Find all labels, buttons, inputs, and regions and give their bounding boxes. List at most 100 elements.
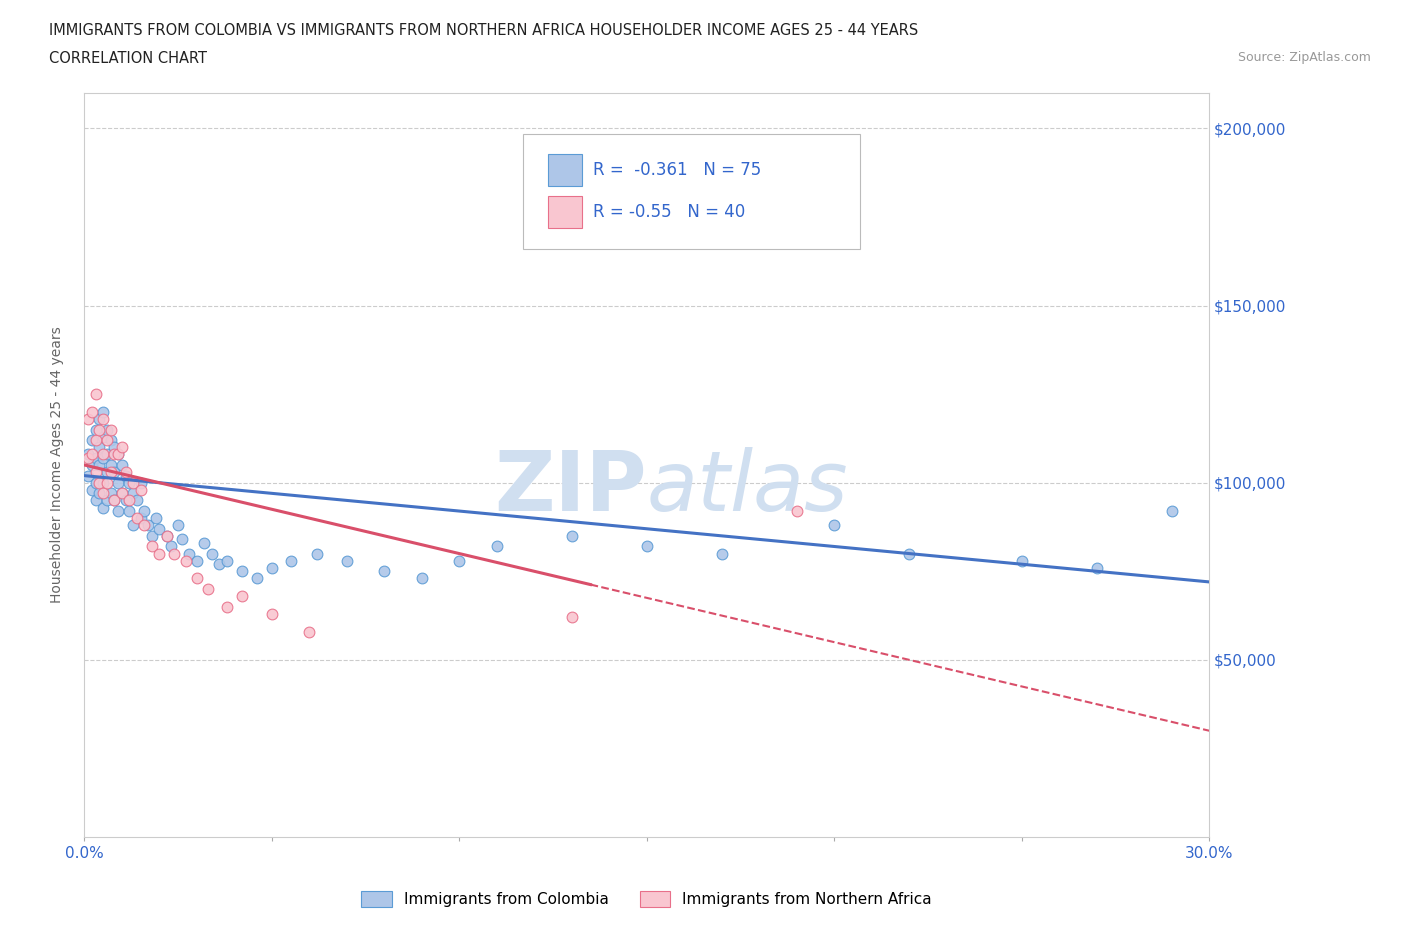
Point — [125, 511, 148, 525]
Point — [91, 447, 114, 462]
Point — [84, 387, 107, 402]
Point — [96, 432, 118, 447]
Point — [114, 468, 136, 483]
Point — [336, 553, 359, 568]
Text: Source: ZipAtlas.com: Source: ZipAtlas.com — [1237, 51, 1371, 64]
Point — [91, 450, 114, 465]
Point — [231, 564, 253, 578]
Point — [84, 422, 107, 437]
Point — [89, 458, 111, 472]
Text: IMMIGRANTS FROM COLOMBIA VS IMMIGRANTS FROM NORTHERN AFRICA HOUSEHOLDER INCOME A: IMMIGRANTS FROM COLOMBIA VS IMMIGRANTS F… — [49, 23, 918, 38]
Point — [107, 504, 129, 519]
Text: R = -0.55   N = 40: R = -0.55 N = 40 — [593, 203, 745, 221]
Point — [898, 546, 921, 561]
Point — [100, 465, 122, 480]
Point — [84, 475, 107, 490]
Point — [136, 518, 159, 533]
Point — [1085, 560, 1108, 575]
Point — [84, 465, 107, 480]
Point — [186, 553, 208, 568]
Point — [215, 599, 238, 614]
Point — [89, 440, 111, 455]
Point — [122, 475, 145, 490]
Point — [129, 475, 152, 490]
Point — [114, 493, 136, 508]
Point — [80, 458, 103, 472]
Point — [280, 553, 302, 568]
Point — [107, 447, 129, 462]
Point — [786, 504, 808, 519]
Point — [100, 422, 122, 437]
Point — [89, 422, 111, 437]
Point — [246, 571, 269, 586]
Point — [201, 546, 224, 561]
Point — [298, 624, 321, 639]
Point — [80, 447, 103, 462]
Point — [561, 610, 583, 625]
Point — [156, 528, 179, 543]
Point — [260, 560, 283, 575]
Text: CORRELATION CHART: CORRELATION CHART — [49, 51, 207, 66]
Point — [148, 522, 170, 537]
Point — [91, 485, 114, 500]
Point — [114, 465, 136, 480]
Point — [118, 475, 141, 490]
Point — [145, 511, 167, 525]
Point — [148, 546, 170, 561]
Point — [107, 447, 129, 462]
FancyBboxPatch shape — [523, 134, 860, 249]
Point — [170, 532, 193, 547]
Point — [100, 458, 122, 472]
Point — [122, 518, 145, 533]
Point — [80, 405, 103, 419]
Point — [373, 564, 395, 578]
Point — [260, 606, 283, 621]
Point — [80, 432, 103, 447]
Point — [96, 493, 118, 508]
Point — [134, 518, 156, 533]
Point — [159, 539, 181, 554]
Point — [77, 450, 100, 465]
Legend: Immigrants from Colombia, Immigrants from Northern Africa: Immigrants from Colombia, Immigrants fro… — [356, 884, 938, 913]
Point — [231, 589, 253, 604]
Point — [84, 450, 107, 465]
Point — [89, 411, 111, 426]
Point — [107, 475, 129, 490]
Point — [134, 504, 156, 519]
Y-axis label: Householder Income Ages 25 - 44 years: Householder Income Ages 25 - 44 years — [51, 326, 65, 604]
Point — [96, 465, 118, 480]
Point — [129, 511, 152, 525]
Point — [215, 553, 238, 568]
Point — [77, 468, 100, 483]
Point — [103, 440, 125, 455]
Point — [141, 539, 163, 554]
Point — [96, 475, 118, 490]
Point — [823, 518, 845, 533]
Text: R =  -0.361   N = 75: R = -0.361 N = 75 — [593, 161, 761, 179]
Point — [84, 493, 107, 508]
Point — [103, 493, 125, 508]
Point — [96, 447, 118, 462]
Point — [163, 546, 186, 561]
Point — [111, 485, 134, 500]
Point — [449, 553, 471, 568]
Point — [100, 432, 122, 447]
Point — [77, 447, 100, 462]
Point — [561, 528, 583, 543]
Point — [156, 528, 179, 543]
Point — [96, 422, 118, 437]
Point — [111, 458, 134, 472]
Point — [411, 571, 433, 586]
Point — [77, 411, 100, 426]
Point — [179, 546, 201, 561]
Point — [84, 432, 107, 447]
Point — [710, 546, 733, 561]
Point — [103, 465, 125, 480]
Text: atlas: atlas — [647, 446, 848, 528]
Point — [167, 518, 190, 533]
Point — [141, 528, 163, 543]
Point — [129, 483, 152, 498]
Point — [305, 546, 328, 561]
Point — [197, 581, 219, 596]
Point — [122, 485, 145, 500]
